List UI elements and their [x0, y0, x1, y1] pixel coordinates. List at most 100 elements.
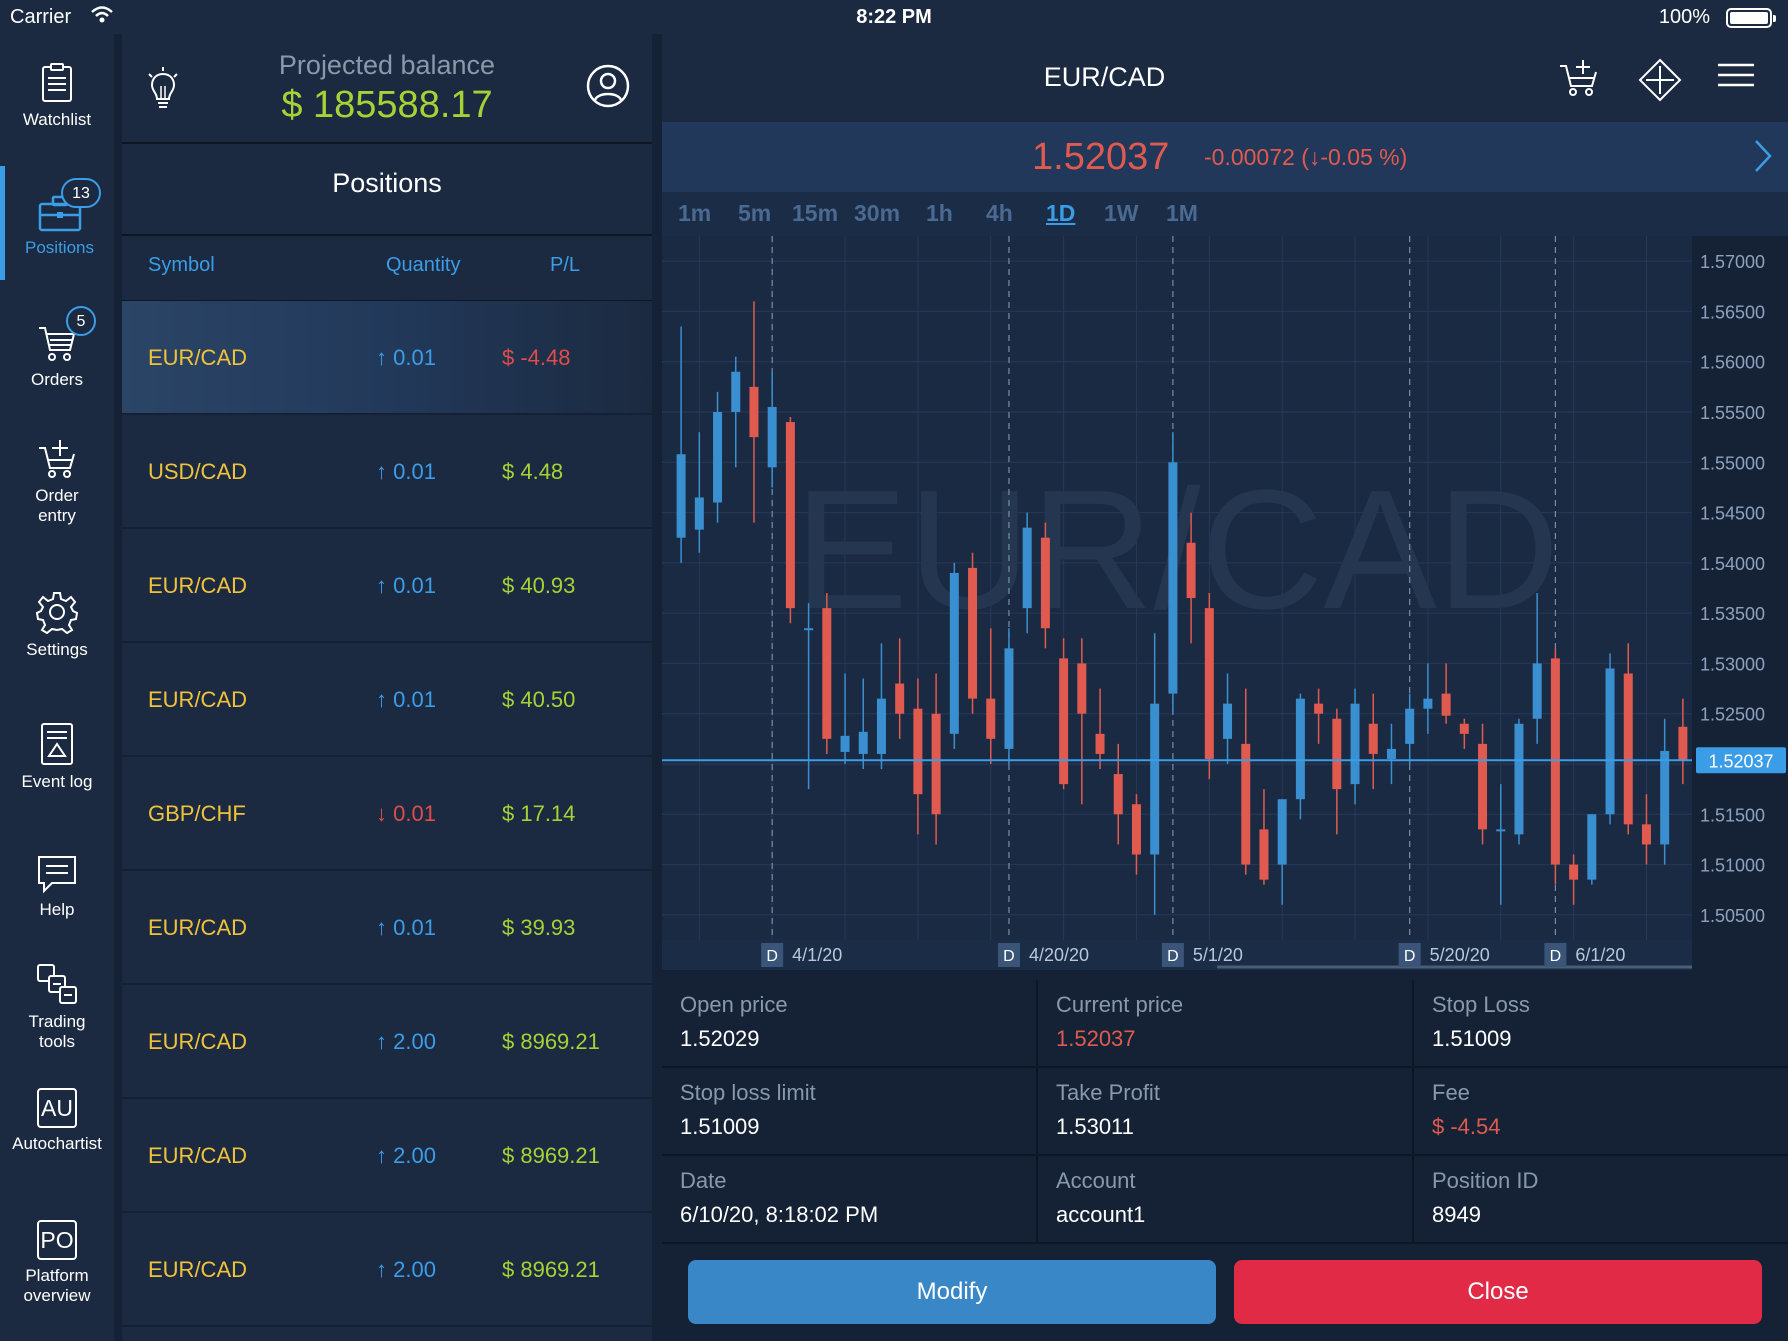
gear-icon [35, 592, 79, 634]
position-row[interactable]: EUR/CAD ↑ 0.01 $ 39.93 [122, 871, 652, 985]
nav-order-entry[interactable]: Order entry [0, 438, 114, 526]
candle-body [1587, 814, 1597, 880]
details-divider [1036, 980, 1038, 1244]
close-position-button[interactable]: Close [1234, 1260, 1762, 1324]
position-quantity: ↑ 2.00 [376, 1029, 436, 1055]
position-row[interactable]: EUR/CAD ↑ 2.00 $ 8969.21 [122, 1099, 652, 1213]
wifi-icon [90, 5, 114, 31]
x-tick-label: 5/1/20 [1193, 945, 1243, 965]
position-pl: $ 17.14 [502, 801, 576, 826]
lightbulb-icon[interactable] [146, 66, 180, 115]
trading-tools-icon [37, 964, 77, 1004]
candle-body [731, 371, 741, 412]
chevron-right-icon[interactable] [1752, 138, 1774, 179]
candle-body [1423, 698, 1433, 709]
candle-body [1040, 537, 1050, 629]
detail-value: account1 [1056, 1202, 1146, 1227]
nav-label: Autochartist [12, 1134, 102, 1153]
timeframe-1D[interactable]: 1D [1046, 200, 1076, 226]
nav-trading-tools[interactable]: Trading tools [0, 962, 114, 1052]
nav-label: Trading tools [28, 1012, 86, 1051]
arrow-up-icon: ↑ [376, 459, 394, 484]
position-symbol: EUR/CAD [148, 1143, 248, 1168]
position-row[interactable]: EUR/CAD ↑ 0.01 $ -4.48 [122, 301, 652, 415]
position-row[interactable]: EUR/CAD ↑ 2.00 $ 8969.21 [122, 985, 652, 1099]
position-row[interactable]: EUR/CAD ↑ 0.01 $ 40.50 [122, 643, 652, 757]
detail-value: 8949 [1432, 1202, 1481, 1227]
quantity-value: 0.01 [393, 459, 436, 484]
column-quantity[interactable]: Quantity [386, 254, 461, 276]
timeframe-5m[interactable]: 5m [738, 200, 772, 226]
position-symbol: EUR/CAD [148, 1257, 248, 1282]
cart-add-icon [39, 440, 75, 478]
nav-orders[interactable]: Orders 5 [0, 306, 114, 390]
timeframe-1h[interactable]: 1h [926, 200, 953, 226]
position-row[interactable]: USD/CAD ↑ 0.01 $ 4.48 [122, 415, 652, 529]
candle-body [1223, 703, 1233, 739]
position-symbol: EUR/CAD [148, 915, 248, 940]
candle-body [1259, 829, 1269, 880]
position-row[interactable]: EUR/CAD ↑ 0.01 $ 40.93 [122, 529, 652, 643]
menu-icon[interactable] [1718, 62, 1754, 93]
nav-positions[interactable]: Positions 13 [0, 166, 114, 280]
position-symbol: USD/CAD [148, 459, 248, 484]
detail-cell: Date 6/10/20, 8:18:02 PM [662, 1156, 1037, 1244]
timeframe-4h[interactable]: 4h [986, 200, 1013, 226]
clock: 8:22 PM [856, 6, 932, 28]
detail-value: 1.51009 [1432, 1026, 1512, 1051]
candle-body [1277, 799, 1287, 865]
timeframe-15m[interactable]: 15m [792, 200, 839, 226]
detail-value: 6/10/20, 8:18:02 PM [680, 1202, 879, 1227]
date-flag-label: D [766, 948, 778, 965]
nav-settings[interactable]: Settings [0, 590, 114, 660]
positions-column-headers: Symbol Quantity P/L [122, 234, 652, 301]
cart-add-icon[interactable] [1558, 58, 1602, 103]
crosshair-move-icon[interactable] [1638, 58, 1682, 107]
date-flag [1544, 943, 1567, 967]
briefcase-icon [38, 195, 81, 232]
nav-autochartist[interactable]: AU Autochartist [0, 1088, 114, 1154]
chart-panel: EUR/CAD 1.52037 -0.00072 (↓-0.05 %) 1m 5m… [662, 34, 1788, 1341]
column-symbol[interactable]: Symbol [148, 254, 215, 276]
position-row[interactable]: GBP/CHF ↓ 0.01 $ 17.14 [122, 757, 652, 871]
column-pl[interactable]: P/L [550, 254, 581, 276]
y-tick-label: 1.54000 [1700, 554, 1765, 574]
nav-event-log[interactable]: Event log [0, 722, 114, 792]
candle-body [749, 386, 759, 438]
candle-body [1496, 829, 1506, 832]
y-tick-label: 1.51500 [1700, 805, 1765, 825]
position-row[interactable]: EUR/CAD ↑ 2.00 $ 8969.21 [122, 1213, 652, 1327]
timeframe-1W[interactable]: 1W [1104, 200, 1139, 226]
detail-cell: Stop Loss 1.51009 [1414, 980, 1788, 1068]
x-tick-label: 6/1/20 [1575, 945, 1625, 965]
candle-body [949, 572, 959, 734]
candle-body [1514, 723, 1524, 835]
position-quantity: ↑ 2.00 [376, 1143, 436, 1169]
position-quantity: ↑ 0.01 [376, 345, 436, 371]
nav-watchlist[interactable]: Watchlist [0, 62, 114, 130]
detail-cell: Take Profit 1.53011 [1038, 1068, 1413, 1156]
nav-platform-overview[interactable]: PO Platform overview [0, 1220, 114, 1306]
nav-help[interactable]: Help [0, 854, 114, 920]
battery-icon [1726, 8, 1776, 28]
y-tick-label: 1.53500 [1700, 604, 1765, 624]
quantity-value: 2.00 [393, 1029, 436, 1054]
timeframe-1m[interactable]: 1m [678, 200, 712, 226]
candlestick-chart[interactable]: 1.57000 1.56500 1.56000 1.55500 1.55000 1.545… [662, 236, 1788, 1016]
quantity-value: 0.01 [393, 573, 436, 598]
timeframe-1M[interactable]: 1M [1166, 200, 1198, 226]
timeframe-selector: 1m 5m 15m 30m 1h 4h 1D 1W 1M [662, 192, 1788, 236]
nav-label: Help [39, 900, 75, 919]
candle-body [858, 731, 868, 754]
detail-label: Position ID [1432, 1168, 1539, 1193]
profile-icon[interactable] [586, 64, 630, 113]
position-pl: $ 8969.21 [502, 1257, 600, 1282]
candle-body [1150, 703, 1160, 855]
candle-body [968, 567, 978, 699]
nav-label: Platform overview [23, 1266, 91, 1305]
nav-label: Event log [21, 772, 93, 791]
timeframe-30m[interactable]: 30m [854, 200, 901, 226]
position-symbol: EUR/CAD [148, 345, 248, 370]
modify-button[interactable]: Modify [688, 1260, 1216, 1324]
detail-label: Account [1056, 1168, 1136, 1193]
